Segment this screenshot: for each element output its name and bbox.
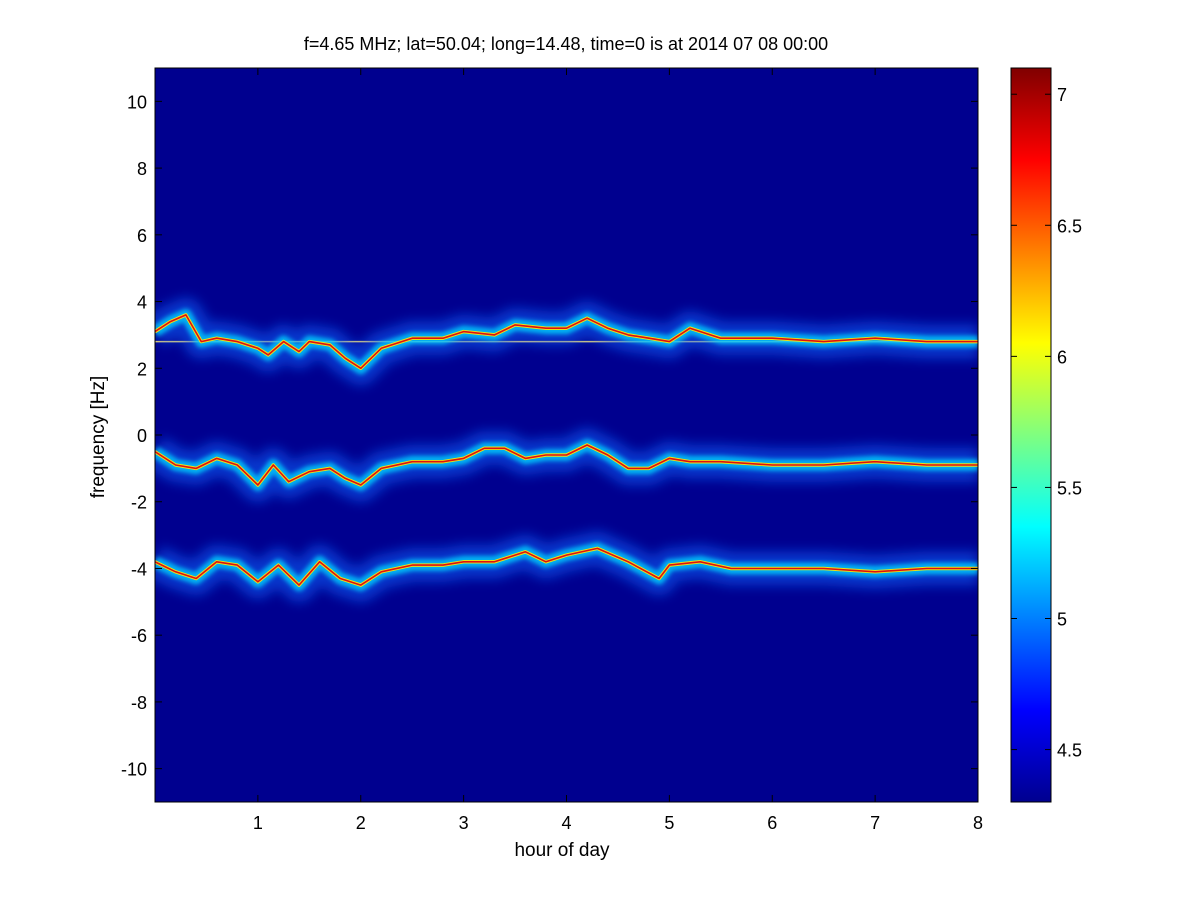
x-tick-label: 5 bbox=[664, 813, 674, 833]
x-axis-label: hour of day bbox=[514, 840, 610, 861]
colorbar-tick-label: 5 bbox=[1057, 610, 1067, 630]
trace-middle-core bbox=[155, 444, 978, 486]
y-tick-label: 0 bbox=[137, 426, 147, 446]
y-tick-label: 6 bbox=[137, 226, 147, 246]
x-tick-label: 4 bbox=[561, 813, 571, 833]
plot-area bbox=[154, 67, 979, 803]
x-tick-label: 3 bbox=[459, 813, 469, 833]
y-tick-label: 10 bbox=[127, 92, 147, 112]
colorbar-tick-label: 6 bbox=[1057, 347, 1067, 367]
colorbar-tick-label: 6.5 bbox=[1057, 216, 1082, 236]
y-tick-label: -8 bbox=[131, 693, 147, 713]
x-tick-label: 2 bbox=[356, 813, 366, 833]
x-tick-label: 8 bbox=[973, 813, 983, 833]
x-tick-label: 6 bbox=[767, 813, 777, 833]
y-tick-label: 2 bbox=[137, 359, 147, 379]
spectral-traces bbox=[155, 297, 978, 603]
colorbar-tick-label: 4.5 bbox=[1057, 741, 1082, 761]
colorbar-gradient bbox=[1010, 67, 1052, 803]
x-tick-label: 1 bbox=[253, 813, 263, 833]
x-axis-ticks: 1 2 3 4 5 6 7 8 bbox=[253, 68, 983, 833]
plot-background bbox=[155, 68, 978, 802]
colorbar: 7 6.5 6 5.5 5 4.5 bbox=[1010, 67, 1082, 803]
y-tick-label: -10 bbox=[121, 760, 147, 780]
colorbar-tick-label: 5.5 bbox=[1057, 478, 1082, 498]
y-tick-label: -4 bbox=[131, 559, 147, 579]
colorbar-ticks: 7 6.5 6 5.5 5 4.5 bbox=[1011, 85, 1082, 761]
y-tick-label: -2 bbox=[131, 493, 147, 513]
x-tick-label: 7 bbox=[870, 813, 880, 833]
chart-title: f=4.65 MHz; lat=50.04; long=14.48, time=… bbox=[304, 34, 828, 54]
trace-upper-core bbox=[155, 314, 978, 370]
y-axis-ticks: 10 8 6 4 2 0 -2 -4 -6 -8 -10 bbox=[121, 92, 978, 780]
colorbar-tick-label: 7 bbox=[1057, 85, 1067, 105]
y-tick-label: 8 bbox=[137, 159, 147, 179]
trace-lower-core bbox=[155, 547, 978, 586]
y-axis-label: frequency [Hz] bbox=[88, 376, 109, 499]
y-tick-label: 4 bbox=[137, 293, 147, 313]
y-tick-label: -6 bbox=[131, 626, 147, 646]
